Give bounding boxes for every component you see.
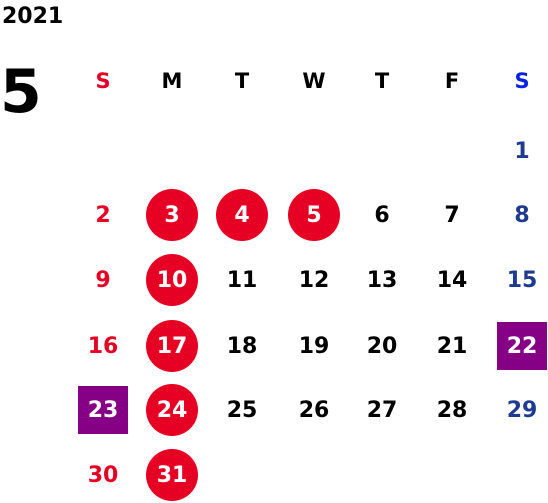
day-cell-18[interactable]: 18 bbox=[226, 333, 258, 359]
weekday-header-fri: F bbox=[444, 69, 460, 93]
day-cell-26[interactable]: 26 bbox=[298, 397, 330, 423]
day-cell-9[interactable]: 9 bbox=[95, 267, 111, 293]
day-cell-15[interactable]: 15 bbox=[506, 267, 538, 293]
calendar-month: 5 bbox=[0, 57, 42, 127]
day-cell-16[interactable]: 16 bbox=[87, 333, 119, 359]
weekday-header-sat: S bbox=[514, 69, 530, 93]
day-cell-12[interactable]: 12 bbox=[298, 267, 330, 293]
day-cell-17[interactable]: 17 bbox=[146, 320, 198, 372]
weekday-header-thu: T bbox=[374, 69, 390, 93]
day-cell-23[interactable]: 23 bbox=[78, 386, 128, 434]
day-cell-29[interactable]: 29 bbox=[506, 397, 538, 423]
weekday-header-mon: M bbox=[161, 69, 183, 93]
day-cell-25[interactable]: 25 bbox=[226, 397, 258, 423]
day-cell-31[interactable]: 31 bbox=[146, 449, 198, 501]
calendar-year: 2021 bbox=[2, 4, 64, 29]
day-cell-19[interactable]: 19 bbox=[298, 333, 330, 359]
day-cell-7[interactable]: 7 bbox=[444, 202, 460, 228]
day-cell-27[interactable]: 27 bbox=[366, 397, 398, 423]
day-cell-13[interactable]: 13 bbox=[366, 267, 398, 293]
day-cell-21[interactable]: 21 bbox=[436, 333, 468, 359]
day-cell-22[interactable]: 22 bbox=[497, 322, 547, 370]
day-cell-3[interactable]: 3 bbox=[146, 189, 198, 241]
day-cell-30[interactable]: 30 bbox=[87, 462, 119, 488]
weekday-header-sun: S bbox=[95, 69, 111, 93]
day-cell-11[interactable]: 11 bbox=[226, 267, 258, 293]
day-cell-20[interactable]: 20 bbox=[366, 333, 398, 359]
day-cell-1[interactable]: 1 bbox=[514, 138, 530, 164]
day-cell-14[interactable]: 14 bbox=[436, 267, 468, 293]
day-cell-2[interactable]: 2 bbox=[95, 202, 111, 228]
day-cell-4[interactable]: 4 bbox=[216, 189, 268, 241]
weekday-header-tue: T bbox=[234, 69, 250, 93]
day-cell-28[interactable]: 28 bbox=[436, 397, 468, 423]
day-cell-24[interactable]: 24 bbox=[146, 384, 198, 436]
day-cell-5[interactable]: 5 bbox=[288, 189, 340, 241]
weekday-header-wed: W bbox=[302, 69, 326, 93]
day-cell-8[interactable]: 8 bbox=[514, 202, 530, 228]
day-cell-10[interactable]: 10 bbox=[146, 254, 198, 306]
day-cell-6[interactable]: 6 bbox=[374, 202, 390, 228]
